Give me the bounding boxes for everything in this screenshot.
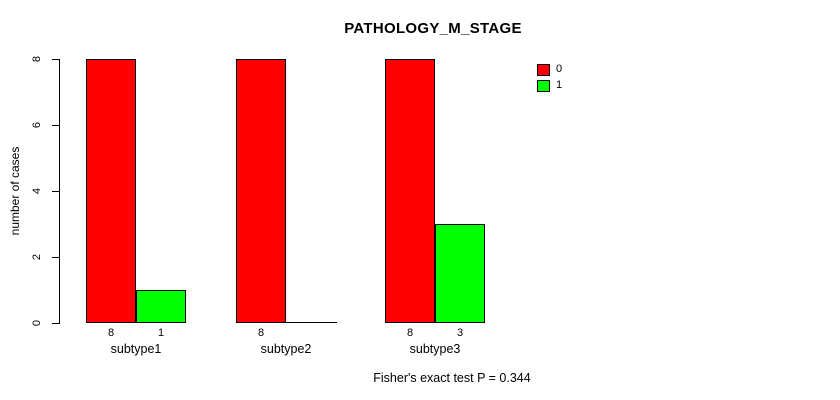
bar-series-1-zero [286, 322, 337, 323]
bar-count-label: 8 [257, 327, 265, 339]
category-label-subtype1: subtype1 [110, 342, 162, 356]
category-label-subtype2: subtype2 [260, 342, 312, 356]
legend-entry-1: 1 [537, 79, 562, 92]
legend-entry-0: 0 [537, 63, 562, 76]
y-axis-tick-label: 0 [31, 319, 43, 327]
y-axis-tick [52, 257, 59, 258]
y-axis-tick-label: 2 [31, 253, 43, 261]
y-axis-tick-label: 4 [31, 187, 43, 195]
fisher-test-annotation: Fisher's exact test P = 0.344 [373, 371, 531, 385]
bar-count-label: 1 [157, 327, 165, 339]
y-axis-tick-label: 8 [31, 55, 43, 63]
bar-count-label: 8 [406, 327, 414, 339]
bar-count-label: 8 [107, 327, 115, 339]
legend-swatch-icon [537, 79, 550, 92]
chart-title: PATHOLOGY_M_STAGE [344, 20, 522, 37]
legend-entry-label: 1 [556, 79, 563, 91]
y-axis-label: number of cases [8, 146, 22, 236]
bar-series-1 [435, 224, 485, 323]
y-axis-tick [52, 125, 59, 126]
y-axis-tick [52, 191, 59, 192]
y-axis-tick [52, 59, 59, 60]
bar-series-0 [385, 59, 435, 323]
legend-swatch-icon [537, 63, 550, 76]
bar-series-0 [236, 59, 286, 323]
y-axis-tick [52, 323, 59, 324]
y-axis-tick-label: 6 [31, 121, 43, 129]
bar-series-1 [136, 290, 186, 323]
y-axis-line [59, 59, 60, 324]
category-label-subtype3: subtype3 [409, 342, 461, 356]
legend-entry-label: 0 [556, 63, 563, 75]
bar-series-0 [86, 59, 136, 323]
bar-count-label: 3 [456, 327, 464, 339]
